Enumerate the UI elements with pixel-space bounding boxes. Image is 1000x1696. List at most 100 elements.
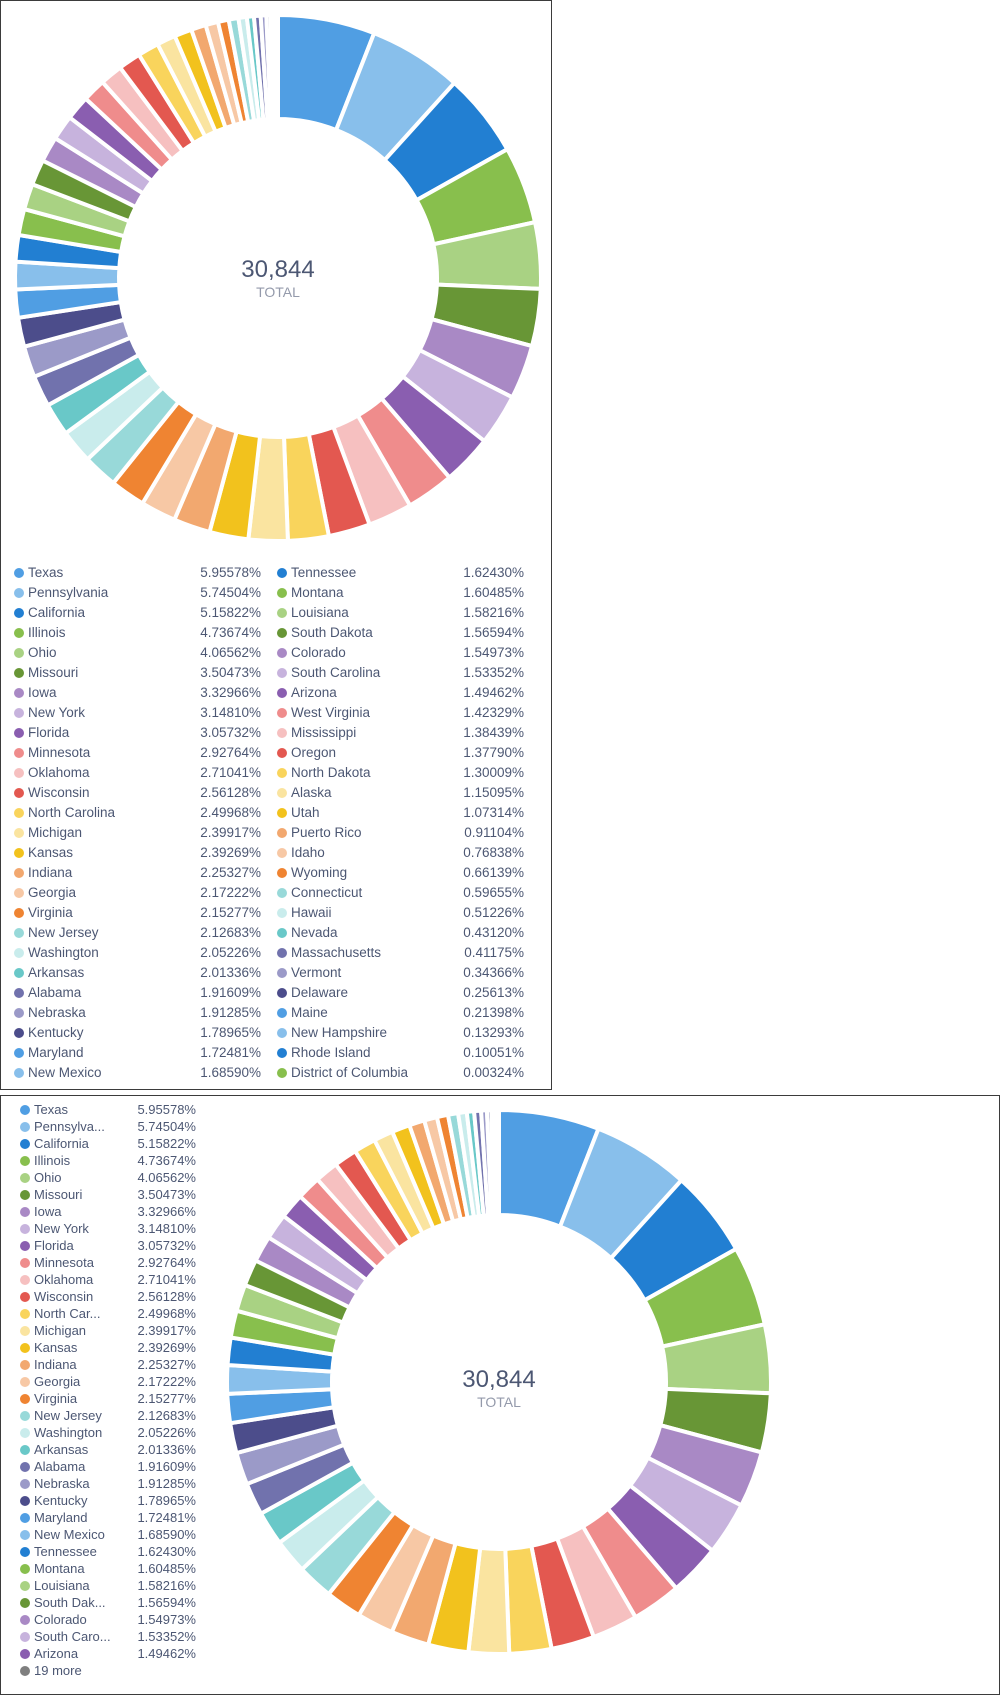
legend-color-dot xyxy=(277,648,287,658)
legend-item[interactable]: North Car...2.49968% xyxy=(20,1305,196,1322)
legend-more[interactable]: 19 more xyxy=(20,1662,196,1679)
total-label: TOTAL xyxy=(477,1394,521,1410)
legend-item[interactable]: South Caro...1.53352% xyxy=(20,1628,196,1645)
legend-value: 1.07314% xyxy=(463,803,524,823)
legend-color-dot xyxy=(20,1428,30,1438)
legend-value: 0.51226% xyxy=(463,903,524,923)
legend-label: Tennessee xyxy=(291,563,466,583)
legend-color-dot xyxy=(20,1462,30,1472)
legend-value: 2.05226% xyxy=(137,1424,196,1441)
legend-value: 0.00324% xyxy=(463,1063,524,1083)
legend-value: 0.13293% xyxy=(463,1023,524,1043)
legend-color-dot xyxy=(20,1479,30,1489)
legend-item[interactable]: South Dak...1.56594% xyxy=(20,1594,196,1611)
legend-value: 3.05732% xyxy=(200,723,261,743)
legend-color-dot xyxy=(277,948,287,958)
legend-item[interactable]: Pennsylva...5.74504% xyxy=(20,1118,196,1135)
legend-label: Iowa xyxy=(28,683,203,703)
